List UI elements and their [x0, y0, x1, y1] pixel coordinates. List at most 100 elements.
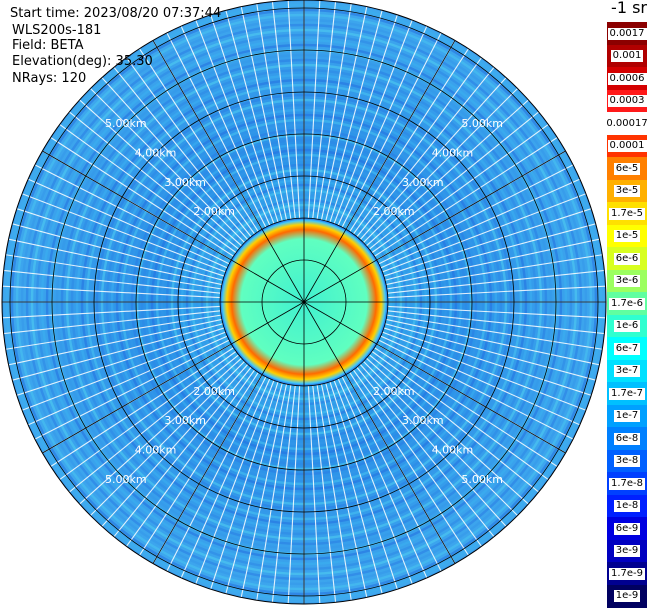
colorbar-tick-label: 0.0001: [607, 140, 647, 152]
ray-gap: [341, 32, 442, 228]
range-label: 2.00km: [193, 205, 235, 218]
ray-gap: [382, 331, 587, 411]
ray-gap: [240, 384, 288, 598]
colorbar-cell: 6e-8: [607, 427, 647, 450]
ray-gap: [8, 318, 222, 366]
ray-gap: [101, 364, 249, 527]
ray-gap: [363, 361, 518, 516]
colorbar-cell: 6e-5: [607, 157, 647, 180]
range-label: 2.00km: [373, 385, 415, 398]
colorbar-tick-label: 0.001: [610, 50, 644, 62]
colorbar-tick-label: 0.0003: [607, 95, 647, 107]
ray-gap: [90, 88, 245, 243]
ray-gap: [287, 0, 301, 219]
ray-gap: [349, 48, 469, 232]
ray-gap: [126, 369, 256, 547]
ray-gap: [387, 285, 606, 299]
ray-gap: [320, 384, 368, 598]
ray-gap: [195, 380, 275, 585]
ray-gap: [333, 380, 413, 585]
ray-gap: [386, 314, 603, 350]
ray-gap: [380, 178, 581, 269]
field-label: Field: BETA: [12, 38, 84, 53]
ray-gap: [387, 269, 605, 294]
ray-gap: [325, 382, 383, 594]
colorbar-cell: 1e-5: [607, 224, 647, 248]
ray-gap: [383, 208, 592, 277]
ray-gap: [387, 305, 606, 319]
colorbar-tick-label: 3e-7: [613, 365, 641, 377]
ray-gap: [21, 193, 226, 273]
ray-gap: [210, 381, 279, 590]
colorbar-cell: 1.7e-9: [607, 562, 647, 585]
colorbar-tick-label: 3e-9: [613, 545, 641, 557]
ray-gap: [356, 366, 495, 538]
ray-gap: [240, 6, 288, 220]
ray-gap: [59, 350, 237, 480]
start-time-label: Start time: 2023/08/20 07:37:44: [10, 6, 222, 21]
ray-gap: [307, 0, 321, 219]
ray-gap: [366, 99, 529, 247]
ray-gap: [2, 285, 221, 299]
azimuth-line: [303, 40, 456, 303]
ray-gap: [139, 48, 259, 232]
ray-gap: [59, 124, 237, 254]
ray-gap: [363, 88, 518, 243]
ray-gap: [3, 269, 221, 294]
ray-gap: [5, 254, 222, 290]
instrument-label: WLS200s-181: [12, 23, 102, 38]
ray-gap: [312, 1, 337, 219]
range-label: 4.00km: [135, 147, 177, 160]
ray-gap: [139, 372, 259, 556]
range-label: 5.00km: [461, 117, 503, 130]
colorbar-cell: 0.0006: [607, 67, 647, 90]
colorbar-cell: 1e-8: [607, 494, 647, 518]
colorbar-cell: 1.7e-5: [607, 202, 647, 225]
ray-gap: [359, 77, 507, 240]
ray-gap: [307, 385, 321, 604]
ray-gap: [12, 323, 224, 381]
range-label: 5.00km: [105, 117, 147, 130]
azimuth-line: [303, 150, 566, 303]
azimuth-line: [152, 40, 305, 303]
range-label: 2.00km: [373, 205, 415, 218]
ray-gap: [225, 382, 283, 594]
ray-gap: [27, 178, 228, 269]
colorbar-tick-label: 1.7e-5: [608, 207, 646, 220]
ray-gap: [16, 208, 225, 277]
elevation-label: Elevation(deg): 35.30: [12, 54, 153, 69]
colorbar-cell: 0.0001: [607, 134, 647, 158]
plot-border: [1, 0, 607, 605]
colorbar-cell: 3e-5: [607, 179, 647, 203]
range-label: 4.00km: [135, 443, 177, 456]
ray-gap: [195, 19, 275, 224]
colorbar-tick-label: 3e-8: [613, 455, 641, 467]
ray-gap: [356, 66, 495, 238]
ray-gap: [333, 19, 413, 224]
range-label: 3.00km: [164, 176, 206, 189]
range-label: 3.00km: [402, 414, 444, 427]
ray-gap: [316, 384, 352, 601]
colorbar-tick-label: 1.7e-7: [608, 387, 646, 400]
ray-gap: [352, 57, 482, 235]
ray-gap: [382, 193, 587, 273]
colorbar-tick-label: 0.0017: [607, 27, 647, 40]
ray-gap: [113, 66, 252, 238]
colorbar-cell: 1e-9: [607, 584, 647, 608]
ray-gap: [374, 137, 558, 257]
colorbar-tick-label: 1e-9: [613, 590, 641, 602]
ray-gap: [386, 238, 600, 286]
range-label: 2.00km: [193, 385, 235, 398]
colorbar-tick-label: 0.00017: [604, 117, 647, 130]
ray-gap: [5, 314, 222, 350]
ray-gap: [349, 372, 469, 556]
ray-gap: [21, 331, 226, 411]
ray-gap: [374, 347, 558, 467]
ray-gap: [79, 357, 242, 505]
colorbar-tick-label: 1e-6: [613, 320, 641, 332]
range-label: 5.00km: [105, 473, 147, 486]
ray-gap: [180, 378, 271, 579]
ray-gap: [2, 305, 221, 319]
ray-gap: [126, 57, 256, 235]
ray-gap: [12, 223, 224, 281]
